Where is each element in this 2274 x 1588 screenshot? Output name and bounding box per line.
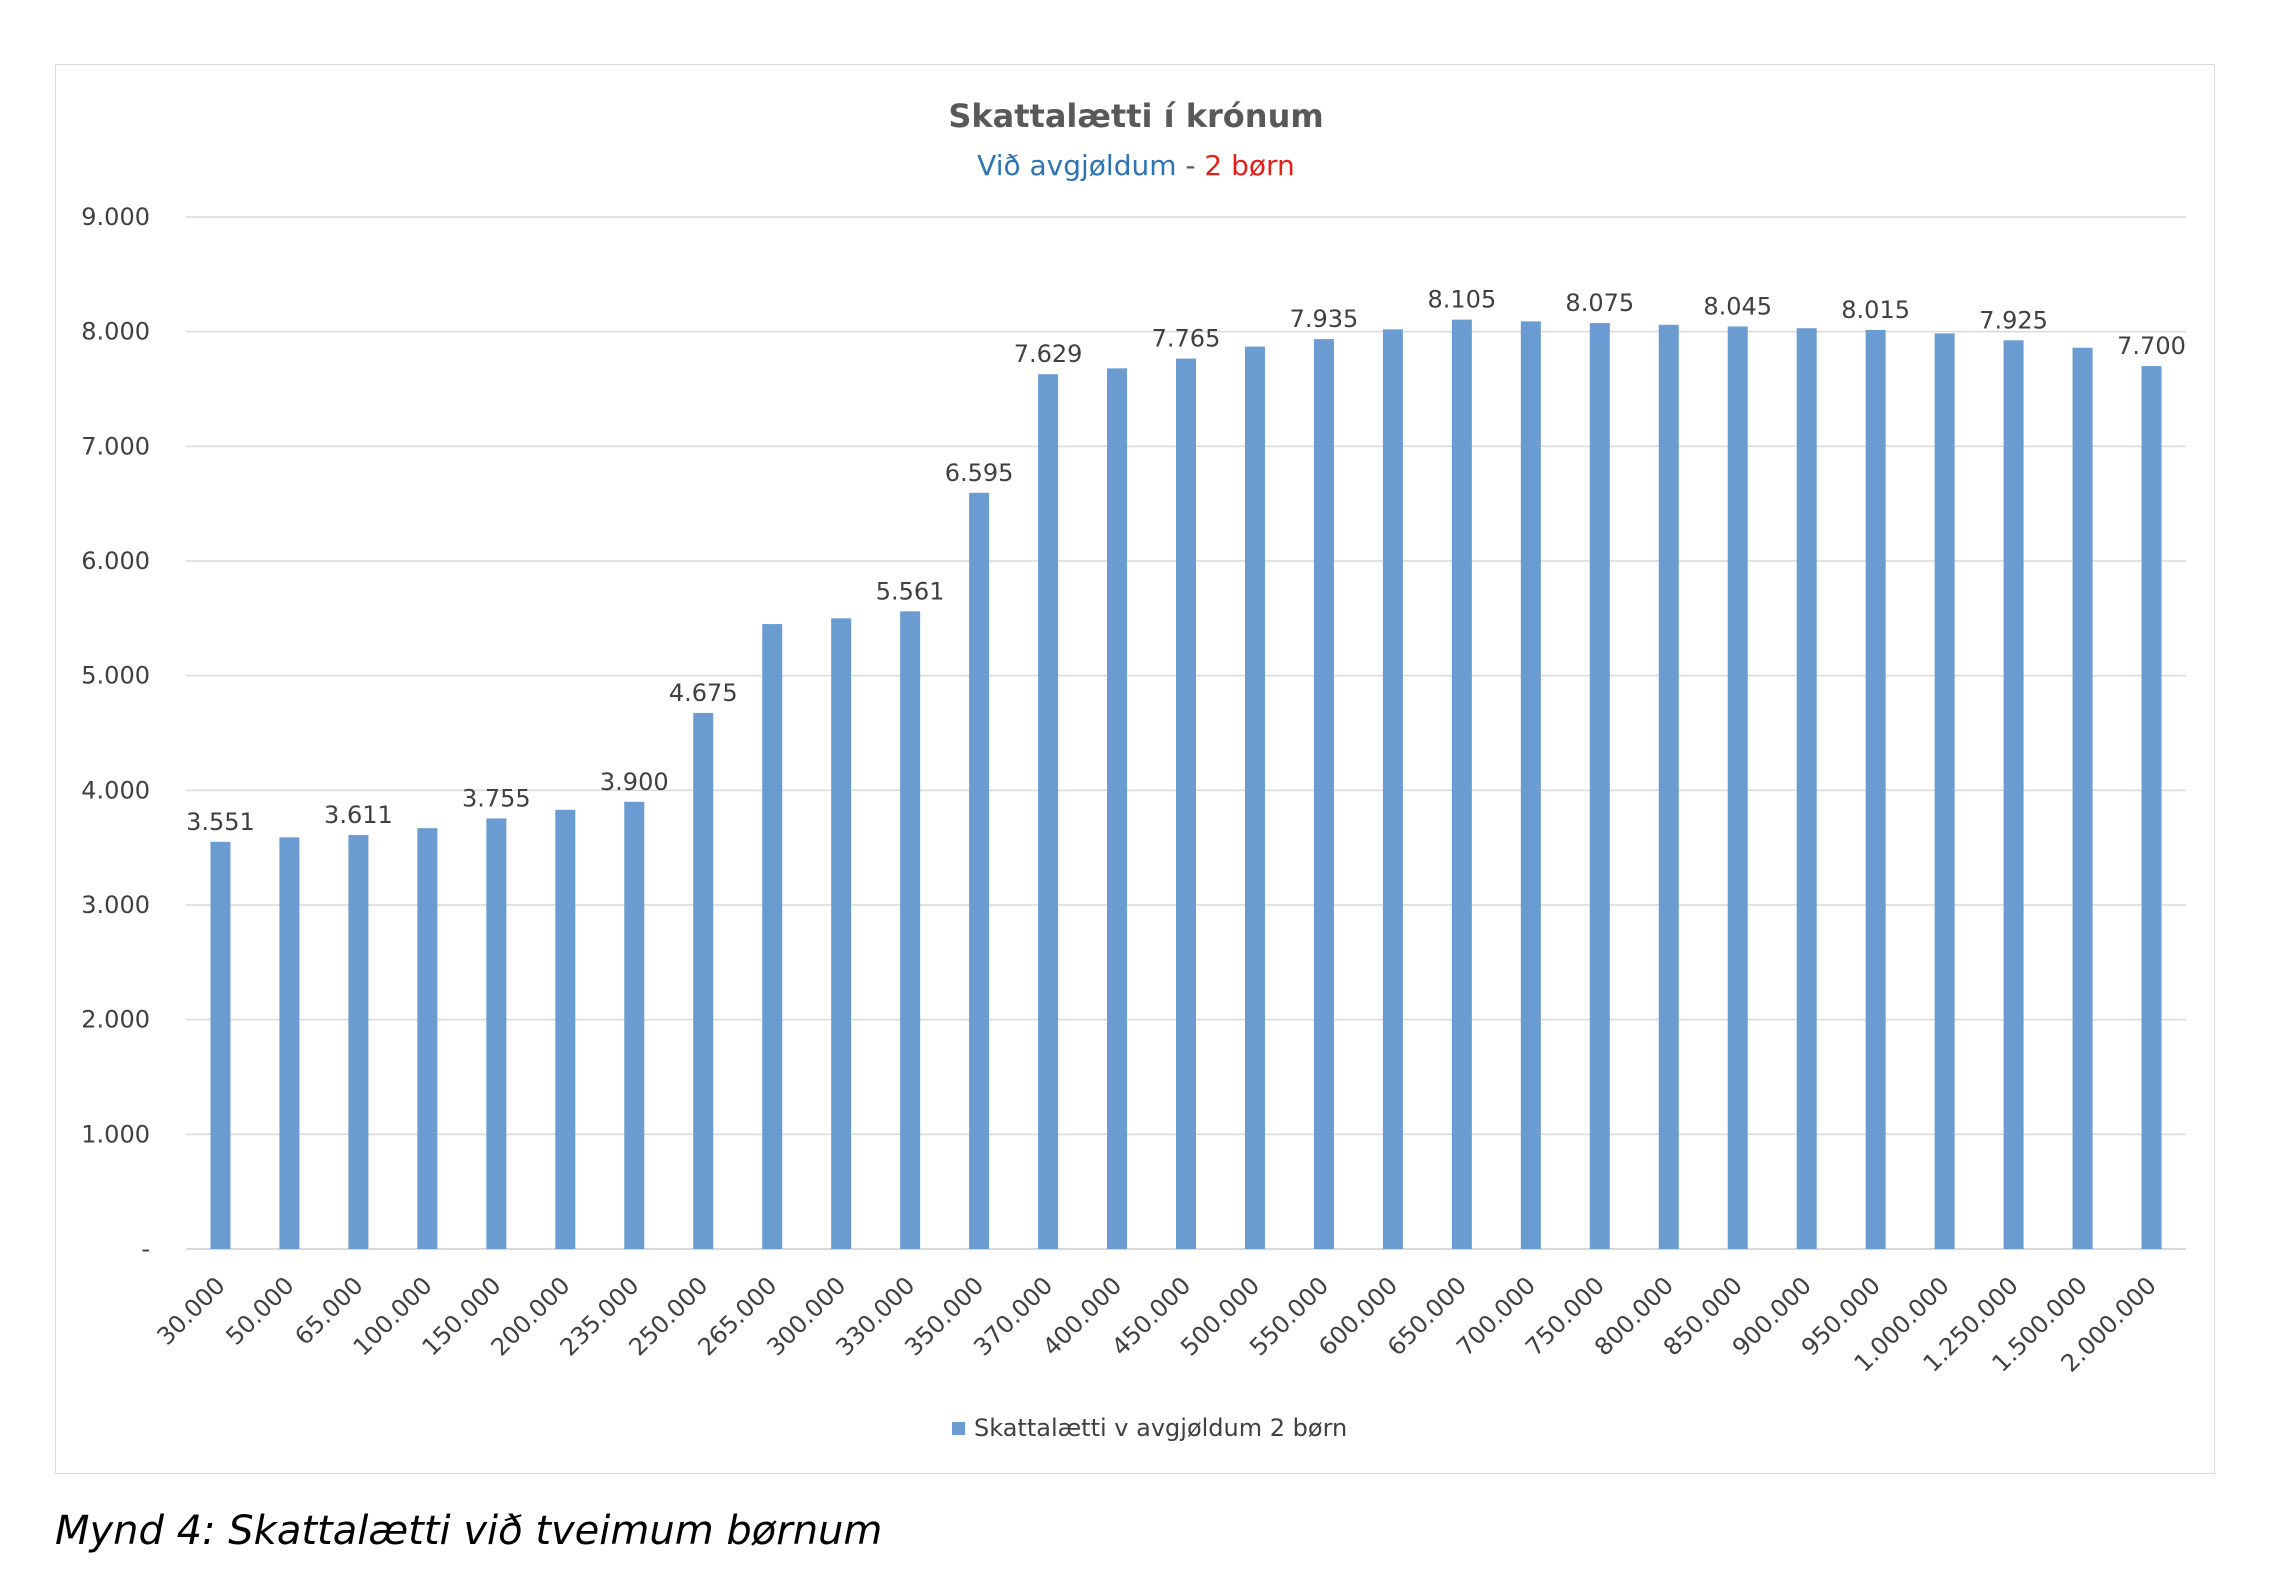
bar [762, 624, 783, 1249]
data-label: 3.755 [462, 784, 531, 812]
y-tick-label: 3.000 [81, 891, 150, 919]
x-tick-label: 50.000 [221, 1271, 300, 1350]
data-label: 8.105 [1428, 286, 1497, 314]
bar [1589, 323, 1610, 1250]
data-label: 7.935 [1290, 305, 1359, 333]
bar [279, 837, 300, 1249]
y-axis-ticks: - 1.000 2.000 3.000 4.000 5.000 6.000 7.000 8.00… [81, 203, 150, 1263]
data-label: 3.900 [600, 768, 669, 796]
figure-caption: Mynd 4: Skattalætti við tveimum børnum [55, 1508, 883, 1554]
x-axis-ticks: 30.00050.00065.000100.000150.000200.0002… [152, 1271, 2162, 1377]
data-label: 7.629 [1014, 340, 1083, 368]
legend-swatch [952, 1422, 965, 1435]
data-label: 7.700 [2117, 332, 2186, 360]
bars [210, 319, 2162, 1250]
bar [969, 492, 990, 1250]
subtitle-part1: Við avgjøldum [977, 149, 1176, 182]
legend-label: Skattalætti v avgjøldum 2 børn [974, 1414, 1347, 1442]
bar [486, 818, 507, 1249]
data-label: 4.675 [669, 679, 738, 707]
data-label: 3.611 [324, 801, 393, 829]
bar [1796, 328, 1817, 1249]
y-tick-label: 8.000 [81, 318, 150, 346]
bar [2072, 347, 2093, 1250]
bar [1038, 374, 1059, 1249]
data-labels: 3.551 3.611 3.755 3.900 4.675 5.561 6.595 7.629… [186, 286, 2186, 836]
data-label: 5.561 [876, 577, 945, 605]
legend: Skattalætti v avgjøldum 2 børn [952, 1414, 1347, 1442]
y-tick-label: 6.000 [81, 547, 150, 575]
chart-subtitle: Við avgjøldum - 2 børn [977, 149, 1295, 182]
bar [1727, 326, 1748, 1249]
bar [831, 618, 852, 1249]
data-label: 7.765 [1152, 325, 1221, 353]
bar [624, 801, 645, 1249]
data-label: 8.075 [1565, 289, 1634, 317]
y-tick-label: 9.000 [81, 203, 150, 231]
y-tick-label: - [141, 1235, 150, 1263]
y-tick-label: 7.000 [81, 432, 150, 460]
bar [1313, 339, 1334, 1249]
bar [2003, 340, 2024, 1249]
bar [555, 809, 576, 1249]
bar-chart: Skattalætti í krónum Við avgjøldum - 2 b… [81, 97, 2186, 1442]
bar [1176, 358, 1196, 1249]
bar [1520, 321, 1541, 1249]
data-label: 6.595 [945, 459, 1014, 487]
data-label: 8.015 [1841, 296, 1910, 324]
y-tick-label: 4.000 [81, 776, 150, 804]
y-tick-label: 1.000 [81, 1120, 150, 1148]
bar [1865, 329, 1886, 1249]
data-label: 3.551 [186, 808, 255, 836]
bar [2141, 366, 2162, 1250]
bar [210, 841, 231, 1249]
chart-frame: Skattalætti í krónum Við avgjøldum - 2 b… [55, 64, 2215, 1474]
y-tick-label: 5.000 [81, 662, 150, 690]
subtitle-part2: 2 børn [1204, 149, 1294, 182]
chart-title: Skattalætti í krónum [948, 97, 1323, 135]
data-label: 8.045 [1703, 293, 1772, 321]
bar [1382, 329, 1403, 1250]
data-label: 7.925 [1979, 306, 2048, 334]
bar [348, 834, 369, 1249]
bar [693, 712, 714, 1249]
subtitle-separator: - [1177, 149, 1205, 182]
bar [1451, 319, 1472, 1249]
bar [900, 611, 921, 1249]
y-tick-label: 2.000 [81, 1006, 150, 1034]
bar [1107, 368, 1128, 1249]
bar [417, 828, 438, 1249]
bar [1658, 324, 1679, 1250]
bar [1244, 346, 1265, 1249]
x-tick-label: 30.000 [152, 1271, 231, 1350]
bar [1934, 333, 1955, 1249]
